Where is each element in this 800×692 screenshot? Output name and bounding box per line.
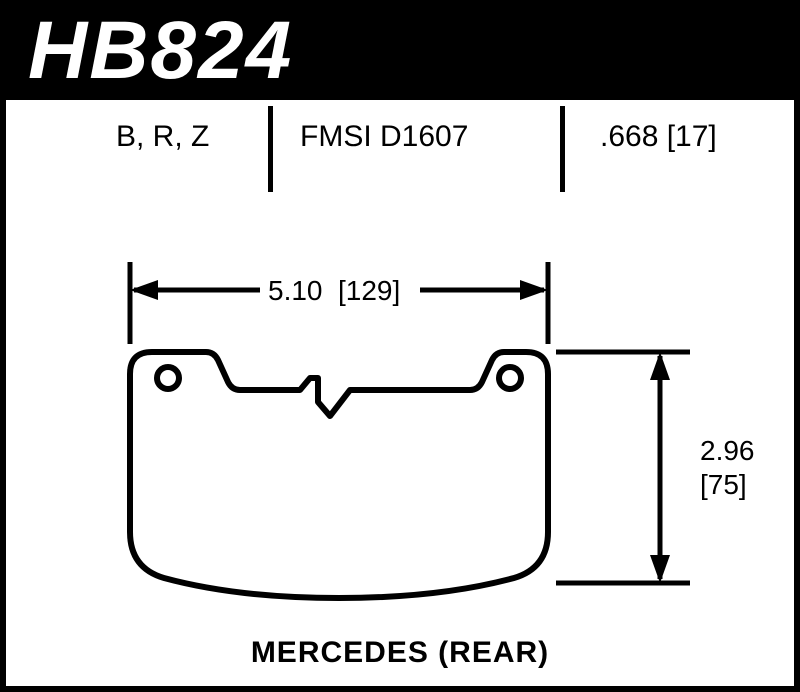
page: HB824 B, R, Z FMSI D1607 .668 [17] 5.10	[0, 0, 800, 692]
height-dimension	[556, 352, 690, 583]
width-mm-text: [129]	[338, 275, 400, 306]
height-in-text: 2.96	[700, 435, 755, 466]
height-mm-text: [75]	[700, 469, 747, 500]
drawing-svg: 5.10 [129] 2.96 [75]	[0, 0, 800, 692]
width-in-text: 5.10	[268, 275, 323, 306]
brake-pad-shape	[130, 352, 548, 598]
application-label: MERCEDES (REAR)	[0, 636, 800, 670]
